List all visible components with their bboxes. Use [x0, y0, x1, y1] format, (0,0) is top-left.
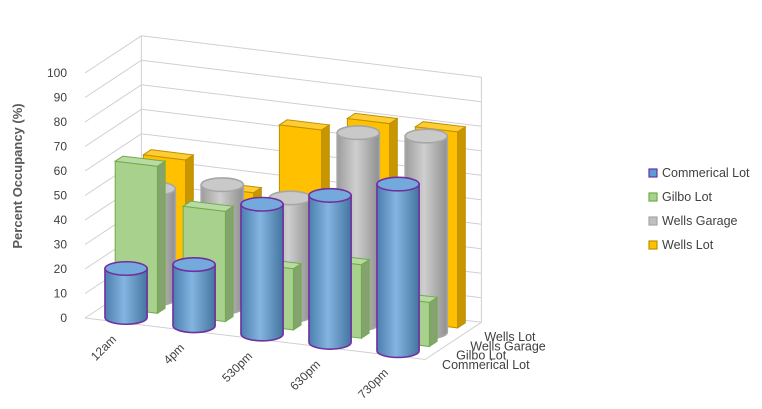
y-tick-label: 50 [54, 189, 68, 203]
bar [104, 260, 148, 326]
y-tick-label: 40 [54, 213, 68, 227]
gridline [84, 84, 482, 127]
bars [104, 112, 467, 359]
legend-label: Gilbo Lot [662, 190, 713, 204]
y-tick-label: 10 [54, 287, 68, 301]
legend-swatch [648, 216, 658, 226]
gridline [84, 59, 482, 103]
x-tick-label: 530pm [219, 349, 255, 385]
depth-label: Gilbo Lot [456, 349, 507, 363]
bar [240, 196, 284, 342]
y-tick-label: 80 [54, 115, 68, 129]
bar [376, 176, 420, 359]
y-axis-label: Percent Occupancy (%) [10, 103, 25, 248]
legend-swatch [648, 168, 658, 178]
legend-swatch [648, 192, 658, 202]
depth-label: Wells Garage [470, 339, 546, 353]
legend-label: Wells Garage [662, 214, 738, 228]
y-tick-label: 0 [60, 311, 67, 325]
x-tick-label: 730pm [355, 366, 391, 402]
x-tick-label: 630pm [287, 357, 323, 393]
gridline [84, 35, 482, 78]
legend: Commerical Lot Gilbo Lot Wells Garage Wells… [648, 166, 750, 252]
y-tick-label: 90 [54, 91, 68, 105]
y-tick-label: 100 [47, 66, 67, 80]
bar [172, 257, 216, 334]
x-tick-label: 12am [88, 332, 119, 363]
x-tick-label: 4pm [161, 341, 187, 367]
y-axis-ticks: 0 10 20 30 40 50 60 70 80 90 100 [47, 66, 67, 325]
y-tick-label: 60 [54, 164, 68, 178]
legend-swatch [648, 240, 658, 250]
depth-label: Wells Lot [484, 330, 536, 344]
y-tick-label: 30 [54, 238, 68, 252]
legend-label: Wells Lot [662, 238, 714, 252]
legend-label: Commerical Lot [662, 166, 750, 180]
y-tick-label: 20 [54, 262, 68, 276]
depth-label: Commerical Lot [442, 358, 530, 372]
bar [308, 187, 352, 350]
y-tick-label: 70 [54, 140, 68, 154]
